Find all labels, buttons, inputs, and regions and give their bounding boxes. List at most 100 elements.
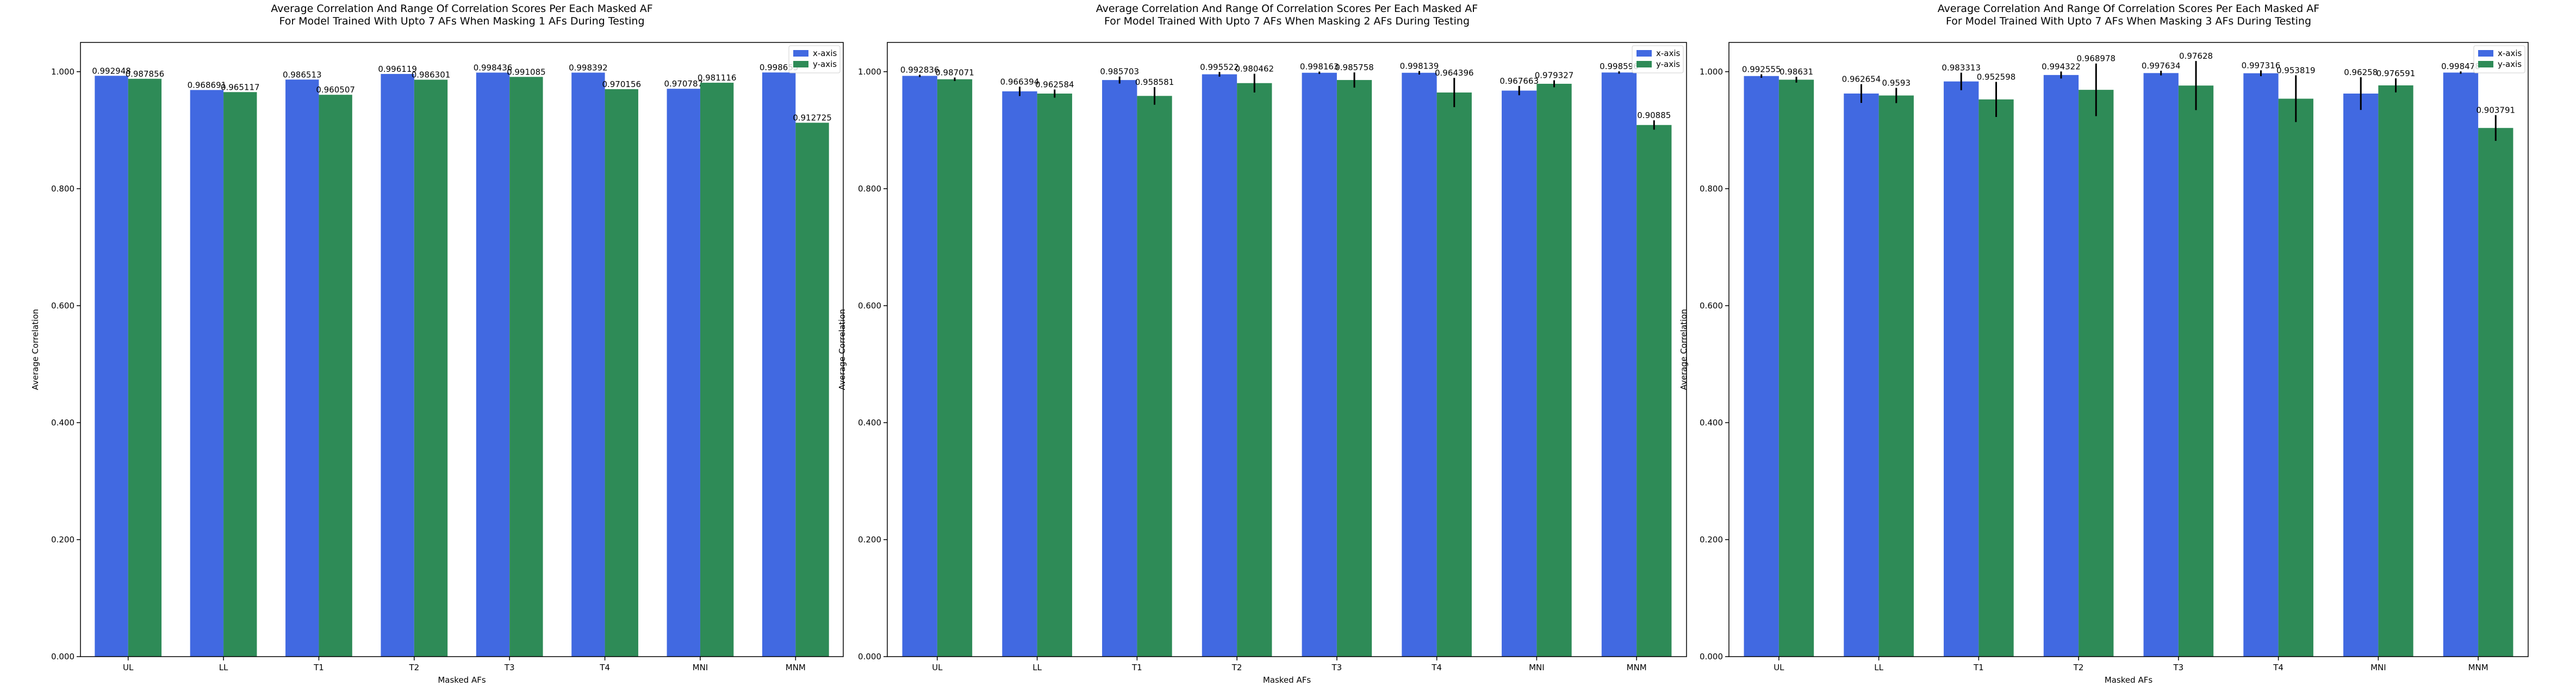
bar-y-axis-T2 bbox=[1237, 83, 1272, 657]
bar-y-axis-MNI bbox=[1536, 83, 1572, 657]
data-label-y-axis-UL: 0.987856 bbox=[126, 69, 165, 79]
y-tick-label: 0.400 bbox=[51, 418, 74, 428]
y-tick-label: 0.000 bbox=[51, 652, 74, 662]
x-tick-label-T2: T2 bbox=[2073, 663, 2084, 672]
bar-x-axis-T1 bbox=[1944, 81, 1979, 657]
x-axis-label: Masked AFs bbox=[1263, 675, 1311, 685]
x-tick-label-T3: T3 bbox=[2173, 663, 2184, 672]
y-tick-label: 1.000 bbox=[1700, 67, 1723, 77]
chart-panel-2: 0.992836 0.966394 0.985703 0.995522 0.998163… bbox=[837, 3, 1687, 685]
legend-entry-y-axis: y-axis bbox=[1656, 59, 1680, 69]
x-tick-label-T1: T1 bbox=[313, 663, 324, 672]
y-tick-label: 0.800 bbox=[858, 184, 881, 194]
x-tick-label-MNI: MNI bbox=[1529, 663, 1545, 672]
data-label-x-axis-LL: 0.962654 bbox=[1842, 75, 1881, 84]
data-label-x-axis-LL: 0.968691 bbox=[188, 80, 227, 90]
data-label-y-axis-T1: 0.960507 bbox=[316, 85, 355, 95]
data-label-x-axis-T3: 0.998163 bbox=[1300, 62, 1339, 72]
bar-y-axis-T4 bbox=[605, 89, 638, 657]
bar-x-axis-T1 bbox=[285, 79, 319, 657]
bar-x-axis-T4 bbox=[1402, 72, 1437, 657]
chart-panel-1: 0.992948 0.968691 0.986513 0.996119 0.998436… bbox=[30, 3, 844, 685]
x-tick-label-UL: UL bbox=[123, 663, 134, 672]
data-label-y-axis-LL: 0.965117 bbox=[221, 82, 260, 92]
data-label-y-axis-MNM: 0.903791 bbox=[2476, 106, 2515, 115]
y-tick-label: 0.600 bbox=[858, 301, 881, 311]
bar-y-axis-MNM bbox=[795, 122, 829, 657]
bar-x-axis-LL bbox=[1002, 91, 1037, 657]
data-label-y-axis-UL: 0.987071 bbox=[935, 67, 974, 77]
x-tick-label-LL: LL bbox=[1874, 663, 1883, 672]
bar-y-axis-UL bbox=[128, 78, 162, 657]
y-axis-label: Average Correlation bbox=[1679, 309, 1689, 390]
data-label-y-axis-LL: 0.9593 bbox=[1882, 78, 1911, 88]
data-label-x-axis-T2: 0.995522 bbox=[1200, 62, 1239, 72]
data-label-y-axis-T2: 0.986301 bbox=[412, 70, 451, 79]
bar-y-axis-T1 bbox=[1978, 99, 2014, 657]
data-label-y-axis-MNI: 0.976591 bbox=[2376, 69, 2416, 78]
data-label-x-axis-T3: 0.997634 bbox=[2142, 61, 2181, 71]
chart-title: Average Correlation And Range Of Correla… bbox=[271, 3, 652, 15]
legend-entry-x-axis: x-axis bbox=[813, 48, 837, 58]
y-tick-label: 1.000 bbox=[858, 67, 881, 77]
bar-x-axis-T4 bbox=[2243, 73, 2279, 657]
data-label-y-axis-T4: 0.964396 bbox=[1435, 68, 1474, 78]
x-tick-label-MNM: MNM bbox=[2468, 663, 2488, 672]
data-label-y-axis-UL: 0.98631 bbox=[1779, 67, 1813, 77]
bar-y-axis-LL bbox=[1878, 95, 1914, 657]
data-label-y-axis-T4: 0.953819 bbox=[2276, 65, 2316, 75]
bar-y-axis-T1 bbox=[319, 95, 352, 657]
data-label-x-axis-MNM: 0.998478 bbox=[2441, 61, 2480, 71]
data-label-x-axis-T4: 0.998392 bbox=[569, 63, 608, 72]
bar-x-axis-UL bbox=[902, 76, 937, 657]
legend-entry-x-axis: x-axis bbox=[1656, 48, 1681, 58]
legend-swatch-y-axis bbox=[1637, 61, 1652, 67]
bar-x-axis-MNM bbox=[762, 72, 796, 657]
bar-y-axis-LL bbox=[223, 92, 257, 657]
plot-frame bbox=[1728, 42, 2529, 657]
bar-y-axis-T2 bbox=[414, 79, 448, 657]
bar-x-axis-UL bbox=[95, 76, 128, 657]
data-label-x-axis-MNI: 0.970787 bbox=[664, 79, 703, 89]
bar-x-axis-MNI bbox=[1502, 90, 1537, 657]
x-tick-label-T4: T4 bbox=[2273, 663, 2283, 672]
bar-y-axis-T3 bbox=[2178, 85, 2214, 657]
bar-x-axis-MNM bbox=[2443, 72, 2479, 657]
x-tick-label-LL: LL bbox=[1032, 663, 1042, 672]
bar-x-axis-T2 bbox=[2043, 75, 2079, 657]
data-label-x-axis-T2: 0.994322 bbox=[2042, 61, 2081, 71]
bar-y-axis-T3 bbox=[509, 77, 543, 657]
x-axis-label: Masked AFs bbox=[2105, 675, 2153, 685]
data-label-y-axis-MNM: 0.90885 bbox=[1637, 110, 1671, 120]
data-label-y-axis-T3: 0.97628 bbox=[2179, 51, 2213, 61]
bar-y-axis-UL bbox=[937, 79, 973, 657]
data-label-x-axis-T4: 0.997316 bbox=[2242, 60, 2281, 70]
y-tick-label: 0.200 bbox=[858, 535, 881, 545]
bar-y-axis-MNM bbox=[2478, 128, 2513, 657]
bar-x-axis-T2 bbox=[1202, 74, 1237, 657]
x-tick-label-LL: LL bbox=[219, 663, 228, 672]
x-tick-label-T2: T2 bbox=[1231, 663, 1242, 672]
y-tick-label: 1.000 bbox=[51, 67, 74, 77]
x-tick-label-T3: T3 bbox=[504, 663, 515, 672]
x-tick-label-T4: T4 bbox=[1431, 663, 1442, 672]
chart-subtitle: For Model Trained With Upto 7 AFs When M… bbox=[279, 15, 644, 27]
legend-entry-y-axis: y-axis bbox=[2498, 59, 2522, 69]
chart-title: Average Correlation And Range Of Correla… bbox=[1938, 3, 2319, 15]
data-label-y-axis-T4: 0.970156 bbox=[602, 79, 641, 89]
y-tick-label: 0.200 bbox=[51, 535, 74, 545]
data-label-y-axis-T1: 0.958581 bbox=[1135, 77, 1174, 87]
data-label-x-axis-T2: 0.996119 bbox=[378, 64, 417, 74]
y-tick-label: 0.400 bbox=[1700, 418, 1723, 428]
bar-x-axis-T3 bbox=[476, 72, 510, 657]
bar-y-axis-LL bbox=[1037, 93, 1072, 657]
legend-entry-x-axis: x-axis bbox=[2498, 48, 2522, 58]
chart-title: Average Correlation And Range Of Correla… bbox=[1096, 3, 1478, 15]
data-label-x-axis-T4: 0.998139 bbox=[1400, 61, 1439, 71]
bar-x-axis-UL bbox=[1744, 76, 1779, 657]
data-label-y-axis-T3: 0.985758 bbox=[1335, 63, 1374, 72]
bar-x-axis-MNI bbox=[667, 89, 700, 657]
